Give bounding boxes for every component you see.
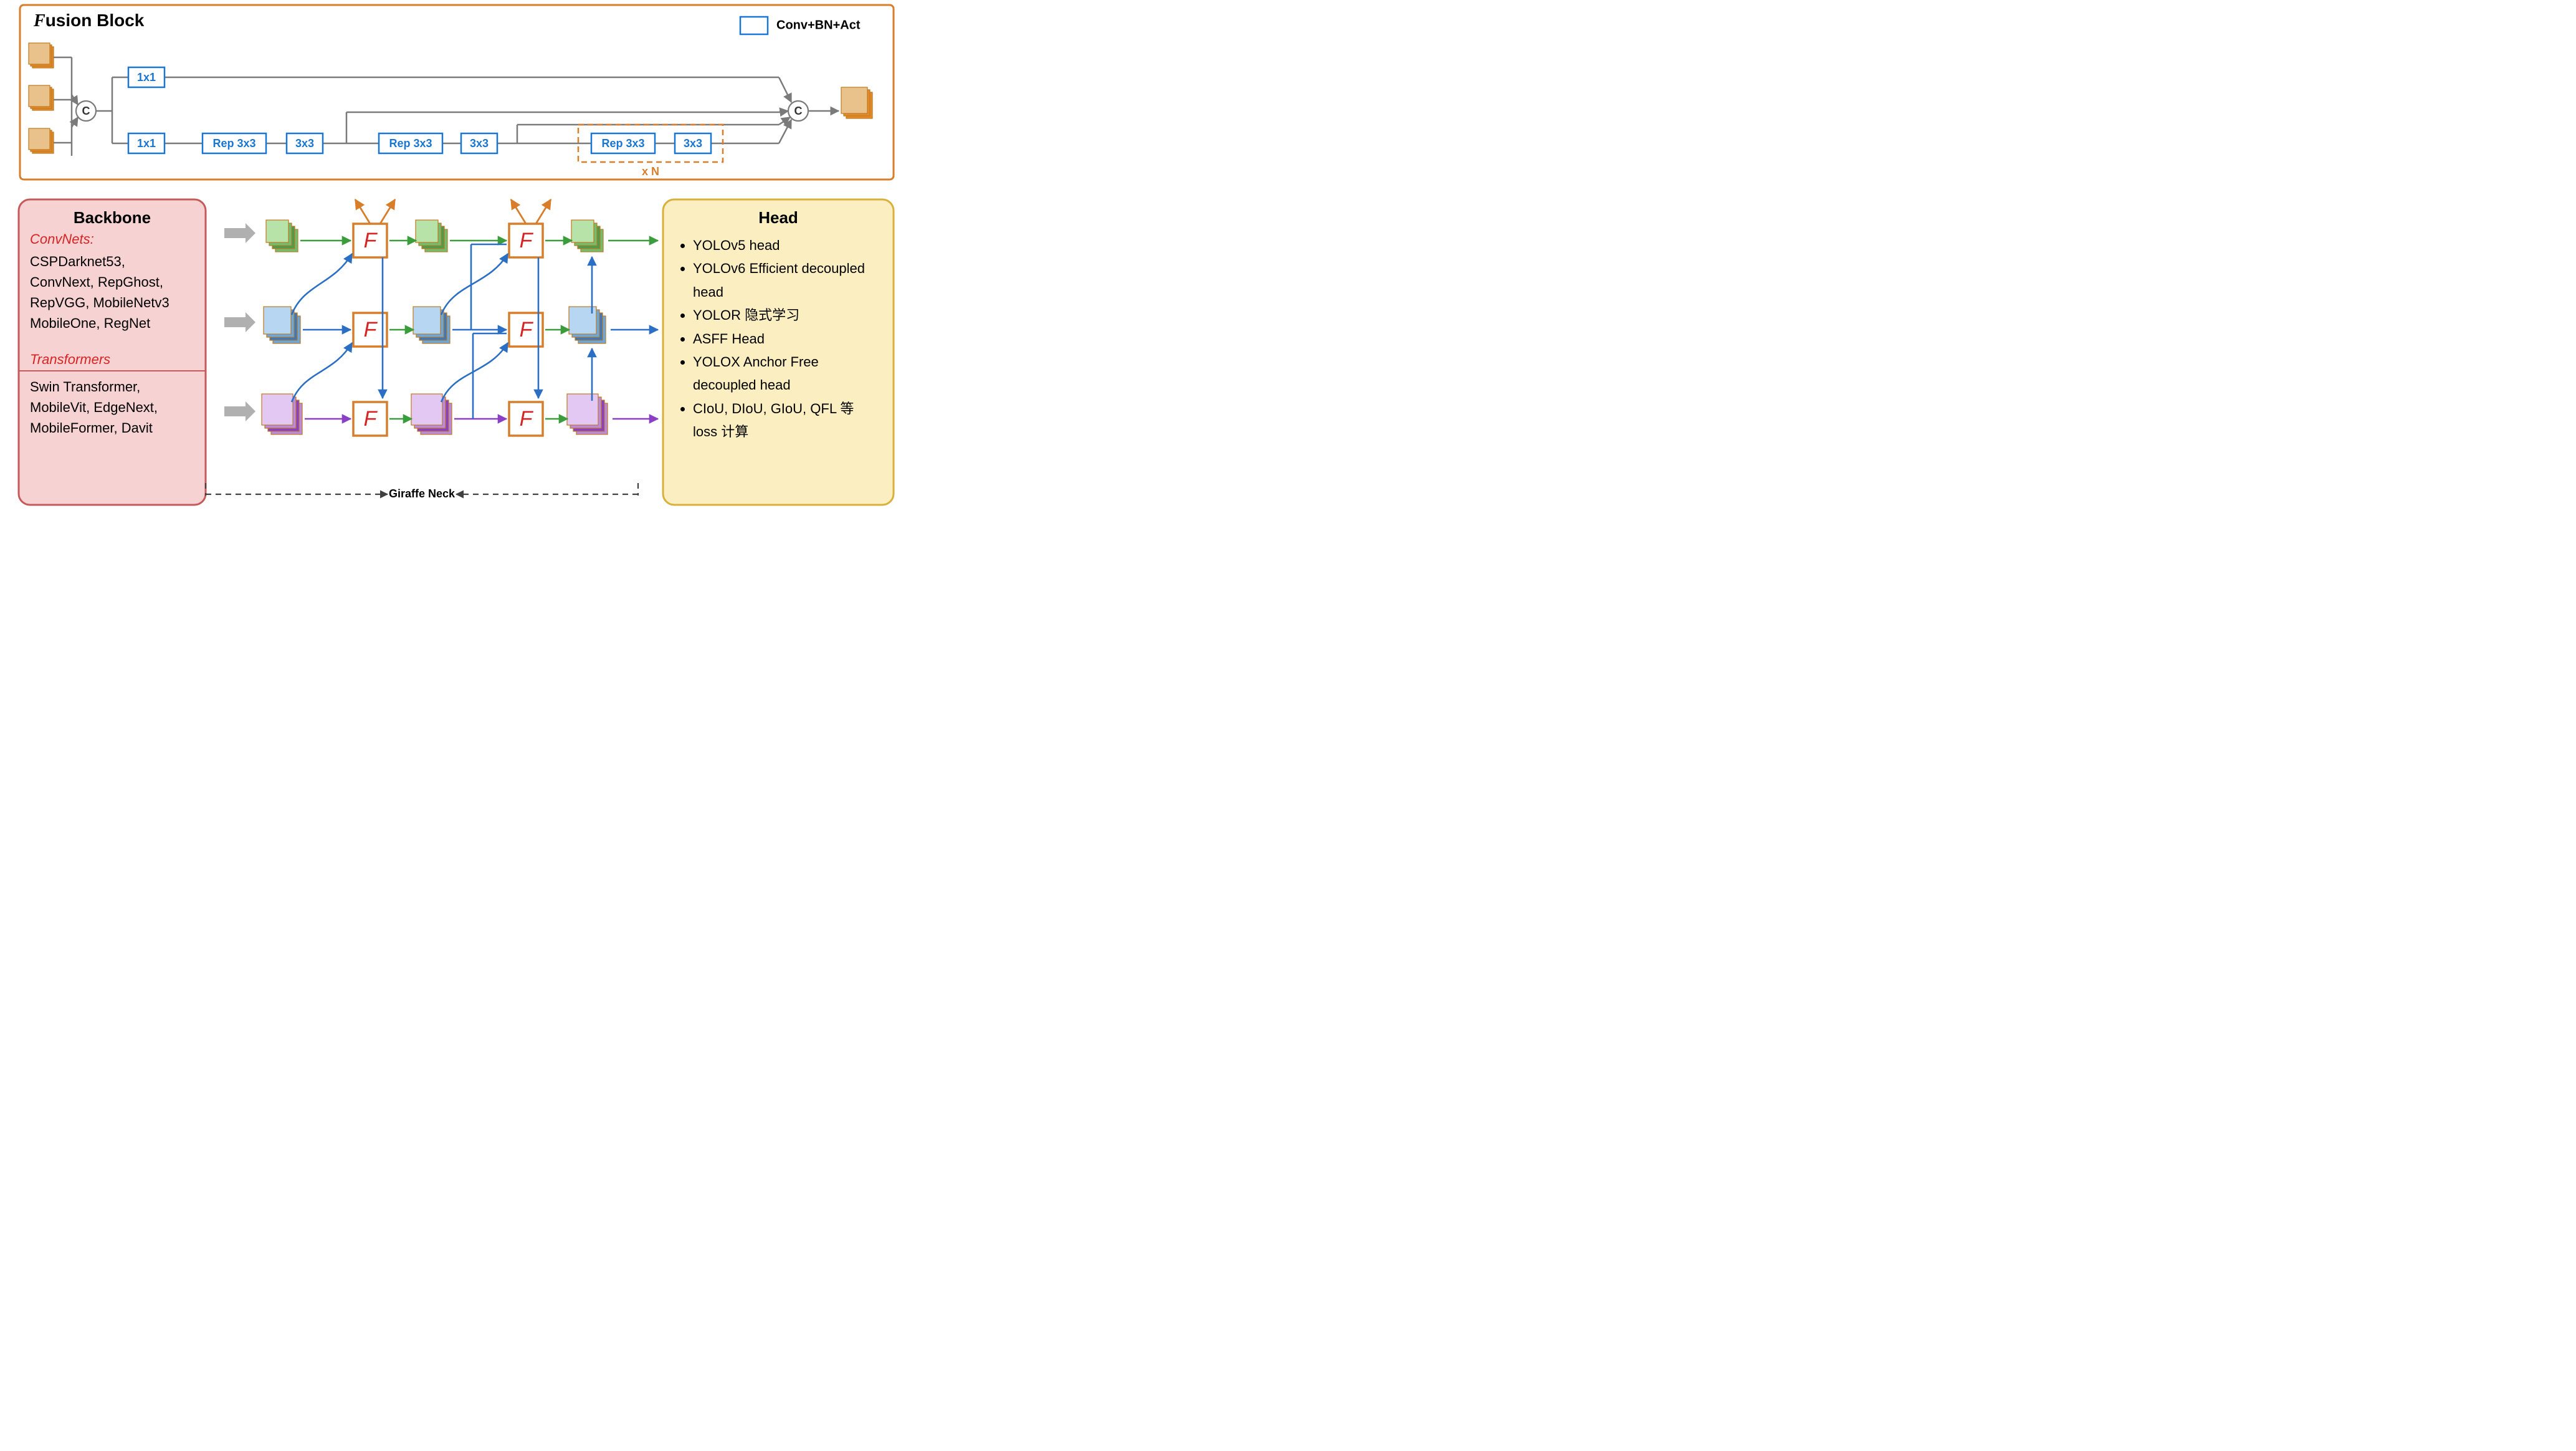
- svg-text:Giraffe Neck: Giraffe Neck: [389, 487, 456, 500]
- backbone-panel: Backbone ConvNets: CSPDarknet53,ConvNext, …: [19, 199, 206, 505]
- svg-text:1x1: 1x1: [137, 71, 156, 84]
- backbone-transformers-line: MobileVit, EdgeNext,: [30, 397, 194, 418]
- backbone-transformers-line: MobileFormer, Davit: [30, 418, 194, 438]
- head-item: YOLOX Anchor Free decoupled head: [693, 350, 880, 397]
- head-item: YOLOv6 Efficient decoupled head: [693, 257, 880, 304]
- svg-text:3x3: 3x3: [470, 137, 489, 150]
- svg-text:F: F: [520, 229, 534, 252]
- backbone-convnets-line: ConvNext, RepGhost,: [30, 272, 194, 292]
- head-panel: Head YOLOv5 headYOLOv6 Efficient decouple…: [663, 199, 894, 505]
- backbone-convnets-line: RepVGG, MobileNetv3: [30, 292, 194, 313]
- svg-text:F: F: [364, 229, 378, 252]
- svg-text:F: F: [364, 318, 378, 342]
- svg-text:3x3: 3x3: [684, 137, 702, 150]
- backbone-transformers-heading: Transformers: [30, 352, 194, 368]
- backbone-convnets-line: CSPDarknet53,: [30, 251, 194, 272]
- svg-text:Rep 3x3: Rep 3x3: [389, 137, 432, 150]
- svg-text:F: F: [520, 407, 534, 431]
- head-item: ASFF Head: [693, 327, 880, 350]
- head-item: CIoU, DIoU, GIoU, QFL 等 loss 计算: [693, 397, 880, 444]
- backbone-convnets-line: MobileOne, RegNet: [30, 313, 194, 333]
- head-item: YOLOR 隐式学习: [693, 304, 880, 327]
- svg-text:C: C: [82, 105, 90, 117]
- svg-text:x N: x N: [642, 165, 659, 178]
- backbone-convnets-heading: ConvNets:: [30, 231, 194, 247]
- svg-text:Conv+BN+Act: Conv+BN+Act: [776, 18, 861, 32]
- svg-text:C: C: [794, 105, 803, 117]
- svg-text:3x3: 3x3: [295, 137, 314, 150]
- svg-text:Rep 3x3: Rep 3x3: [212, 137, 255, 150]
- backbone-title: Backbone: [30, 208, 194, 227]
- backbone-transformers-line: Swin Transformer,: [30, 376, 194, 397]
- head-title: Head: [677, 208, 880, 227]
- svg-text:Fusion Block: Fusion Block: [33, 11, 145, 31]
- head-item: YOLOv5 head: [693, 234, 880, 257]
- svg-text:F: F: [364, 407, 378, 431]
- svg-text:F: F: [520, 318, 534, 342]
- svg-text:1x1: 1x1: [137, 137, 156, 150]
- svg-text:Rep 3x3: Rep 3x3: [601, 137, 644, 150]
